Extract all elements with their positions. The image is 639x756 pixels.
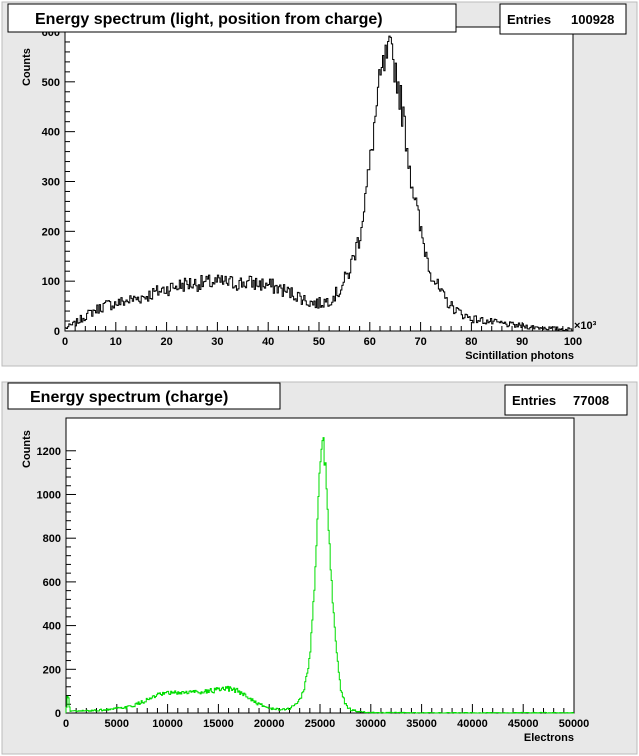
- x-tick-label: 15000: [203, 718, 234, 730]
- x-tick-label: 50000: [559, 718, 590, 730]
- x-tick-label: 50: [313, 336, 325, 348]
- stats-box: [499, 3, 627, 35]
- y-tick-label: 200: [43, 664, 61, 676]
- x-tick-label: 25000: [305, 718, 336, 730]
- axis-ticks: [65, 450, 575, 714]
- y-tick-label: 500: [42, 77, 60, 89]
- plot-frame: [64, 26, 574, 332]
- x-tick-label: 0: [63, 718, 69, 730]
- y-tick-label: 0: [55, 708, 61, 720]
- chart-title: Energy spectrum (charge): [30, 389, 228, 406]
- x-tick-label: 80: [465, 336, 477, 348]
- x-tick-label: 40000: [457, 718, 488, 730]
- x-tick-label: 10000: [152, 718, 183, 730]
- y-tick-label: 600: [43, 577, 61, 589]
- stats-value: 100928: [571, 12, 614, 27]
- chart-title: Energy spectrum (light, position from ch…: [35, 11, 383, 28]
- stats-label: Entries: [507, 12, 551, 27]
- title-box: [7, 382, 281, 410]
- y-tick-label: 300: [42, 176, 60, 188]
- axis-tick-labels: 0 10 20 30 40 50 60 70 80 90 100010020030040050060…: [42, 27, 583, 348]
- x-axis-multiplier: ×10³: [574, 320, 597, 332]
- y-tick-label: 1200: [37, 446, 61, 458]
- y-axis-label: Counts: [21, 48, 33, 86]
- x-tick-label: 5000: [105, 718, 129, 730]
- y-tick-label: 1000: [37, 489, 61, 501]
- histogram-series-charge: [65, 437, 574, 714]
- y-tick-label: 400: [43, 621, 61, 633]
- x-tick-label: 30: [211, 336, 223, 348]
- x-tick-label: 0: [62, 336, 68, 348]
- x-axis-label: Electrons: [524, 732, 574, 744]
- y-axis-label: Counts: [21, 430, 33, 468]
- x-tick-label: 10: [110, 336, 122, 348]
- x-tick-label: 20000: [254, 718, 285, 730]
- x-tick-label: 30000: [356, 718, 387, 730]
- histogram-series-light: [64, 35, 574, 332]
- stats-box: [504, 384, 628, 416]
- axis-tick-labels: 0 5000 10000 15000 20000 25000 30000 35000 40000…: [37, 446, 590, 730]
- x-tick-label: 35000: [406, 718, 437, 730]
- spectrum-light-panel: 0 10 20 30 40 50 60 70 80 90 100010020030040050060…: [1, 1, 638, 367]
- y-tick-label: 800: [43, 533, 61, 545]
- spectrum-charge-panel: 0 5000 10000 15000 20000 25000 30000 35000 40000…: [1, 381, 638, 755]
- x-axis-label: Scintillation photons: [465, 350, 574, 362]
- x-tick-label: 45000: [508, 718, 539, 730]
- x-tick-label: 100: [564, 336, 582, 348]
- y-tick-label: 100: [42, 276, 60, 288]
- axis-ticks: [64, 31, 574, 332]
- x-tick-label: 90: [516, 336, 528, 348]
- y-tick-label: 0: [54, 326, 60, 338]
- y-tick-label: 400: [42, 127, 60, 139]
- stats-value: 77008: [573, 393, 609, 408]
- stats-label: Entries: [512, 393, 556, 408]
- x-tick-label: 40: [262, 336, 274, 348]
- x-tick-label: 70: [414, 336, 426, 348]
- x-tick-label: 60: [364, 336, 376, 348]
- y-tick-label: 200: [42, 226, 60, 238]
- title-box: [7, 3, 457, 33]
- x-tick-label: 20: [160, 336, 172, 348]
